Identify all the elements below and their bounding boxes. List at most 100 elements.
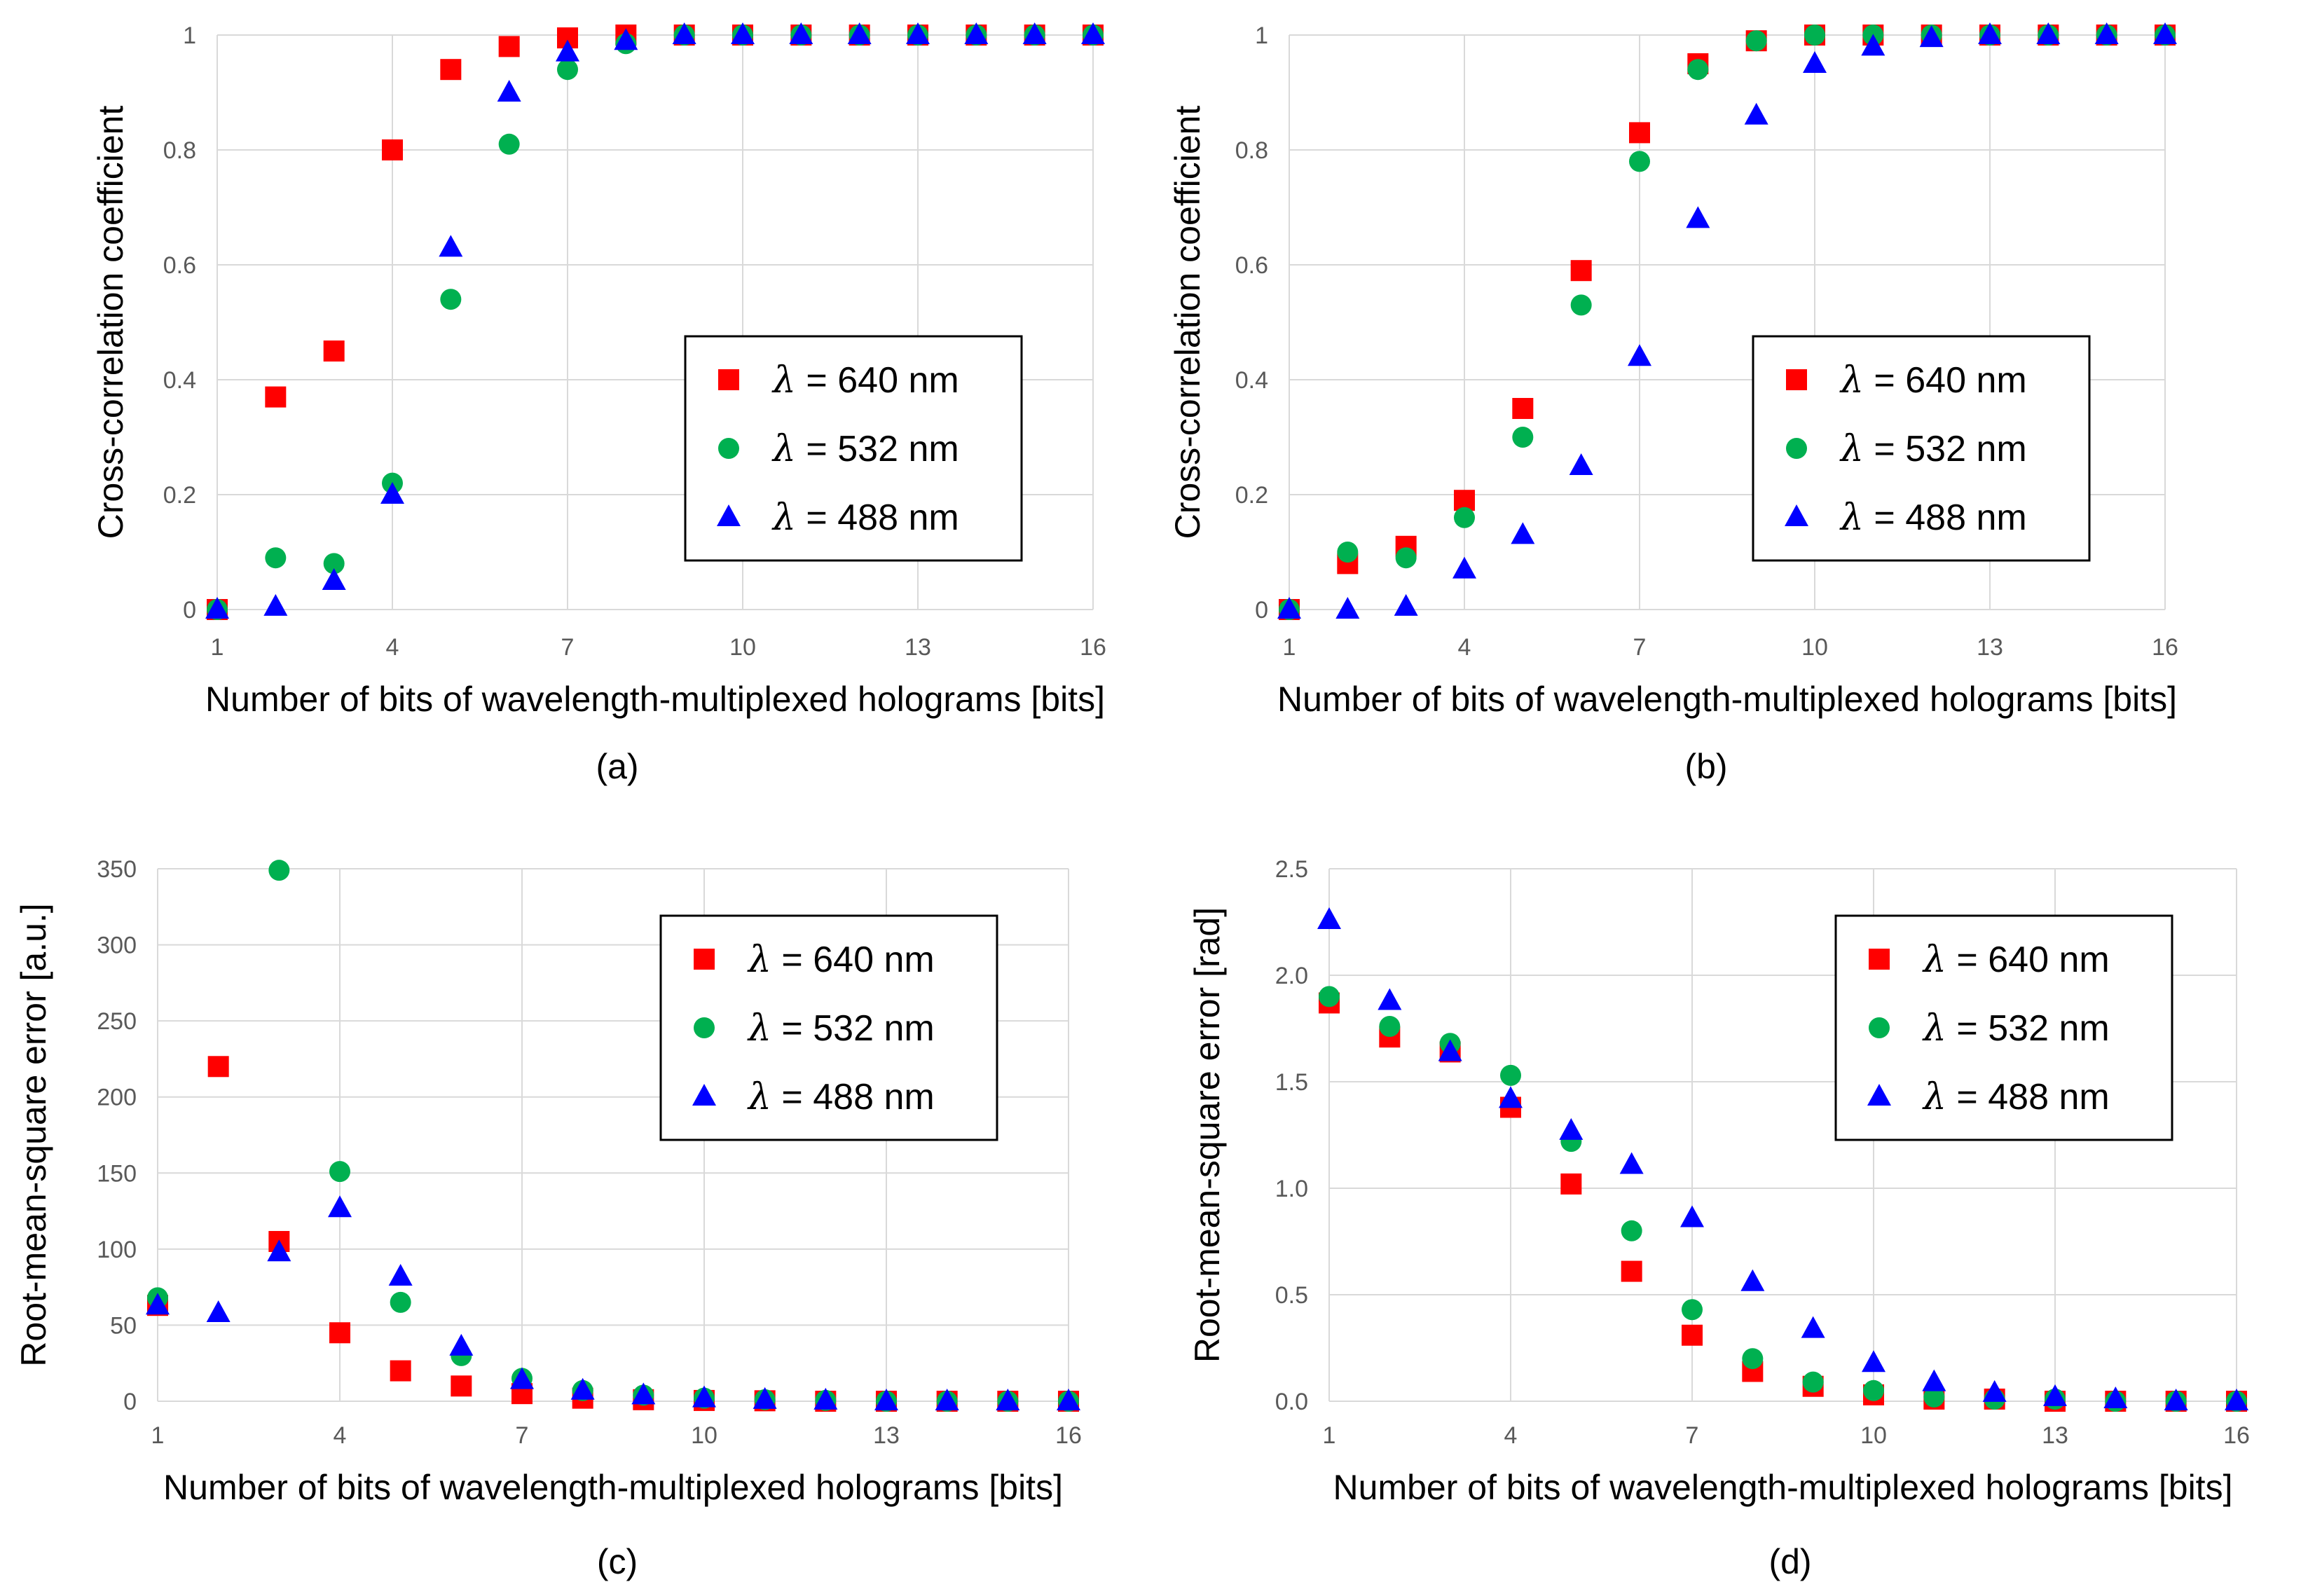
data-point-triangle xyxy=(267,1239,291,1262)
data-point-triangle xyxy=(614,28,638,50)
data-point-circle xyxy=(268,860,290,881)
data-point-triangle xyxy=(439,235,463,257)
data-point-triangle xyxy=(1317,907,1341,929)
data-point-triangle xyxy=(753,1387,777,1409)
data-point-triangle xyxy=(388,1263,413,1286)
data-point-square xyxy=(265,386,287,408)
y-axis-title: Root-mean-square error [a.u.] xyxy=(14,903,53,1366)
legend-entry-label: λ = 488 nm xyxy=(747,1076,935,1118)
data-point-triangle xyxy=(449,1333,474,1356)
y-tick-label: 1 xyxy=(183,22,196,49)
data-point-circle xyxy=(1570,294,1592,316)
legend-marker-triangle-icon xyxy=(692,1084,716,1106)
data-point-triangle xyxy=(1922,1369,1946,1391)
data-point-square xyxy=(323,340,345,362)
data-point-triangle xyxy=(789,22,813,44)
data-point-triangle xyxy=(813,1387,838,1410)
data-point-triangle xyxy=(1511,522,1535,544)
data-point-triangle xyxy=(964,22,989,44)
data-point-triangle xyxy=(2103,1386,2128,1408)
chart-b: 1 4 7 10 13 16 0 0.2 0.4 0.6 0.8 1 Number of bits of… xyxy=(1168,22,2178,719)
data-point-circle xyxy=(390,1291,411,1313)
legend-box xyxy=(684,335,1023,562)
data-point-circle xyxy=(1500,1064,1521,1086)
x-tick-label: 1 xyxy=(151,1422,165,1449)
x-tick-label: 13 xyxy=(905,634,931,661)
caption-a: (a) xyxy=(596,747,639,786)
x-tick-label: 7 xyxy=(561,634,575,661)
y-tick-label: 0.2 xyxy=(163,482,196,509)
x-tick-label: 1 xyxy=(1283,634,1296,661)
data-point-square xyxy=(440,59,462,81)
data-point-circle xyxy=(1687,59,1709,81)
y-tick-label: 300 xyxy=(97,933,137,959)
y-tick-label: 0.5 xyxy=(1275,1282,1308,1309)
y-axis-title: Root-mean-square error [rad] xyxy=(1188,907,1227,1363)
data-point-circle xyxy=(1863,1380,1884,1401)
data-point-triangle xyxy=(1861,34,1885,56)
chart-c: 1 4 7 10 13 16 0 50 100 150 200 250 300 350 Number of … xyxy=(14,856,1082,1507)
data-point-triangle xyxy=(2043,1384,2067,1406)
x-tick-label: 16 xyxy=(2223,1422,2250,1449)
data-point-triangle xyxy=(2153,22,2177,44)
x-axis-title: Number of bits of wavelength-multiplexed… xyxy=(205,680,1105,719)
x-tick-label: 16 xyxy=(2152,634,2178,661)
data-point-circle xyxy=(557,59,578,81)
chart-a: 1 4 7 10 13 16 0 0.2 0.4 0.6 0.8 1 Number of bits of… xyxy=(91,22,1106,719)
y-tick-label: 1 xyxy=(1255,22,1268,49)
legend-entry-label: λ = 532 nm xyxy=(771,428,959,470)
data-point-triangle xyxy=(1740,1269,1765,1291)
data-point-square xyxy=(1512,398,1534,419)
legend-entry-label: λ = 532 nm xyxy=(1922,1007,2110,1050)
data-point-triangle xyxy=(146,1293,170,1315)
y-tick-label: 2.0 xyxy=(1275,963,1308,989)
data-point-triangle xyxy=(996,1389,1020,1410)
x-tick-label: 4 xyxy=(386,634,399,661)
y-tick-label: 200 xyxy=(97,1085,137,1111)
data-point-triangle xyxy=(1452,556,1476,579)
panel-d: 1 4 7 10 13 16 0.0 0.5 1.0 1.5 2.0 2.5 Number of bit… xyxy=(1154,816,2308,1538)
data-point-triangle xyxy=(1569,453,1593,475)
data-point-triangle xyxy=(2094,22,2119,44)
data-point-triangle xyxy=(328,1195,352,1218)
data-point-triangle xyxy=(1499,1086,1523,1108)
data-point-circle xyxy=(1319,986,1340,1007)
data-point-circle xyxy=(1512,427,1534,448)
x-axis-title: Number of bits of wavelength-multiplexed… xyxy=(1277,680,2177,719)
data-point-square xyxy=(498,36,520,57)
data-point-circle xyxy=(1923,1386,1945,1408)
caption-d: (d) xyxy=(1768,1542,1812,1581)
data-point-square xyxy=(1629,122,1650,144)
x-tick-label: 4 xyxy=(1458,634,1471,661)
data-point-triangle xyxy=(497,80,521,102)
legend-marker-square-icon xyxy=(1786,369,1807,390)
legend-marker-circle-icon xyxy=(1786,438,1807,459)
legend-marker-square-icon xyxy=(1869,949,1890,970)
x-tick-label: 7 xyxy=(1686,1422,1699,1449)
data-point-circle xyxy=(265,547,287,569)
panel-b: 1 4 7 10 13 16 0 0.2 0.4 0.6 0.8 1 Number of bits of… xyxy=(1154,0,2308,743)
y-tick-label: 0.2 xyxy=(1235,482,1268,509)
data-point-triangle xyxy=(935,1389,959,1410)
data-point-square xyxy=(1570,260,1592,282)
legend-box xyxy=(659,914,998,1141)
data-point-triangle xyxy=(1394,593,1418,616)
x-tick-label: 10 xyxy=(1860,1422,1887,1449)
legend-entry-label: λ = 488 nm xyxy=(771,497,959,539)
legend-marker-circle-icon xyxy=(694,1017,715,1038)
x-tick-label: 10 xyxy=(691,1422,717,1449)
y-tick-label: 50 xyxy=(110,1312,137,1339)
data-point-square xyxy=(1560,1173,1582,1195)
y-tick-label: 0.6 xyxy=(163,252,196,279)
data-point-triangle xyxy=(874,1389,898,1410)
data-point-triangle xyxy=(205,597,229,619)
data-point-triangle xyxy=(206,1300,231,1323)
data-point-triangle xyxy=(1057,1389,1080,1410)
data-point-triangle xyxy=(322,568,346,590)
x-tick-label: 1 xyxy=(1323,1422,1336,1449)
y-tick-label: 0 xyxy=(183,597,196,624)
data-point-square xyxy=(382,139,403,160)
data-point-square xyxy=(329,1322,350,1344)
y-axis-title: Cross-correlation coefficient xyxy=(1168,106,1207,539)
data-point-square xyxy=(390,1360,411,1382)
